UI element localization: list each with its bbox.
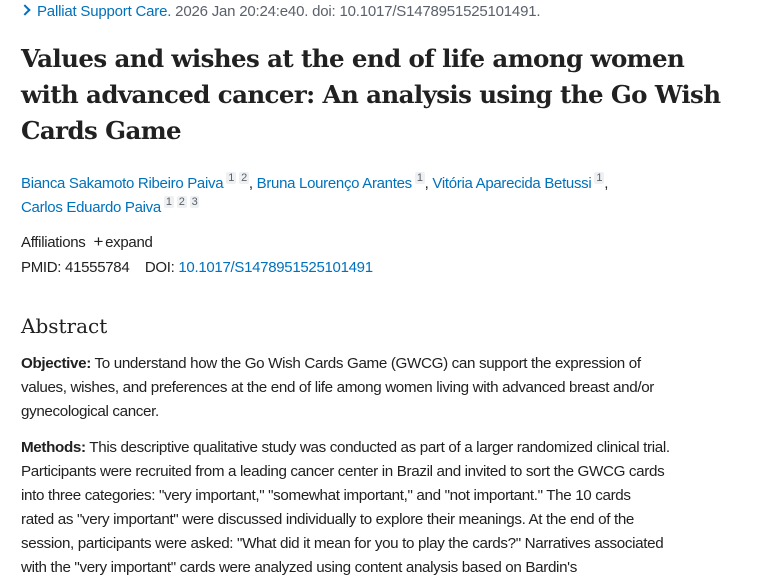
affiliation-ref[interactable]: 1 [414, 172, 425, 184]
page-title-line: Values and wishes at the end of life amo… [21, 44, 685, 73]
affiliation-ref[interactable]: 1 [594, 172, 605, 184]
doi-link[interactable]: 10.1017/S1478951525101491 [178, 259, 373, 276]
page-title-line: Cards Game [21, 116, 182, 145]
objective-line: gynecological cancer. [21, 403, 159, 420]
journal-link[interactable]: Palliat Support Care. [37, 3, 172, 20]
objective-line: Objective: To understand how the Go Wish… [21, 355, 641, 372]
objective-label: Objective: [21, 355, 91, 372]
text: To understand how the Go Wish Cards Game… [90, 355, 642, 372]
methods-line: with the "very important" cards were ana… [21, 559, 577, 576]
identifiers: PMID: 41555784 DOI: 10.1017/S14789515251… [21, 259, 373, 276]
affiliation-ref[interactable]: 1 [163, 196, 174, 208]
affiliation-ref[interactable]: 2 [176, 196, 187, 208]
author-link[interactable]: Bruna Lourenço Arantes [256, 175, 412, 192]
abstract-heading: Abstract [21, 314, 108, 338]
methods-label: Methods: [21, 439, 86, 456]
author-link[interactable]: Vitória Aparecida Betussi [432, 175, 592, 192]
affiliation-ref[interactable]: 1 [226, 172, 237, 184]
plus-icon: + [93, 232, 104, 251]
expand-label: expand [105, 234, 153, 251]
affiliations-label: Affiliations [21, 234, 86, 251]
affiliations-toggle[interactable]: Affiliations + expand [21, 232, 153, 252]
pmid-label: PMID: [21, 259, 62, 276]
citation-details: 2026 Jan 20:24:e40. doi: 10.1017/S147895… [171, 3, 541, 20]
affiliation-ref[interactable]: 2 [239, 172, 249, 184]
methods-line: Participants were recruited from a leadi… [21, 463, 665, 480]
objective-line: values, wishes, and preferences at the e… [21, 379, 655, 396]
author-list: Carlos Eduardo Paiva 1 2 3 [21, 196, 200, 216]
chevron-right-icon[interactable] [19, 4, 31, 16]
author-link[interactable]: Carlos Eduardo Paiva [21, 199, 161, 216]
text: This descriptive qualitative study was c… [85, 439, 670, 456]
citation: Palliat Support Care. 2026 Jan 20:24:e40… [19, 3, 541, 20]
pmid-value: 41555784 [65, 259, 130, 276]
methods-line: rated as "very important" were discussed… [21, 511, 635, 528]
page-title-line: with advanced cancer: An analysis using … [21, 80, 721, 109]
affiliation-ref[interactable]: 3 [189, 196, 200, 208]
author-link[interactable]: Bianca Sakamoto Ribeiro Paiva [21, 175, 224, 192]
methods-line: into three categories: "very important,"… [21, 487, 631, 504]
methods-line: session, participants were asked: "What … [21, 535, 664, 552]
author-list: Bianca Sakamoto Ribeiro Paiva 1 2, Bruna L… [21, 172, 609, 192]
doi-label: DOI: [144, 259, 175, 276]
methods-line: Methods: This descriptive qualitative st… [21, 439, 670, 456]
